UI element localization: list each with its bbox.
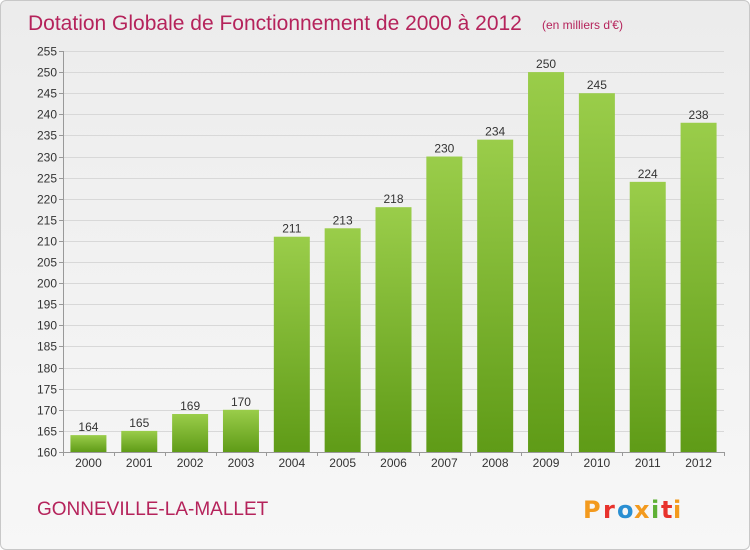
chart-unit-label: (en milliers d'€) <box>542 18 623 32</box>
bar-value-label: 211 <box>282 222 301 236</box>
x-tick-label: 2001 <box>126 456 153 470</box>
bar-2004 <box>273 236 310 452</box>
y-tick-label: 225 <box>37 172 57 186</box>
y-tick-label: 185 <box>37 340 57 354</box>
bar-2010 <box>578 93 615 453</box>
y-tick-label: 255 <box>37 45 57 59</box>
y-tick-label: 195 <box>37 298 57 312</box>
bar-value-label: 245 <box>587 78 607 92</box>
bar-value-label: 170 <box>231 395 251 409</box>
x-tick-label: 2007 <box>431 456 458 470</box>
y-tick-label: 180 <box>37 362 57 376</box>
logo-letter: i <box>651 496 659 524</box>
bar-2008 <box>477 139 514 453</box>
y-tick-label: 165 <box>37 425 57 439</box>
bar-2007 <box>426 156 463 453</box>
x-tick-label: 2003 <box>228 456 255 470</box>
bar-value-label: 169 <box>180 399 200 413</box>
bar-2005 <box>324 228 361 452</box>
chart-title: Dotation Globale de Fonctionnement de 20… <box>28 12 522 35</box>
y-tick-label: 230 <box>37 151 57 165</box>
x-tick-label: 2000 <box>75 456 102 470</box>
x-tick-label: 2008 <box>482 456 509 470</box>
axes: 160 165 170 175 180 185 190 195 200 205 210 215 220 2… <box>37 45 725 470</box>
x-tick-label: 2012 <box>685 456 712 470</box>
logo-letter: t <box>661 496 672 524</box>
x-tick-label: 2009 <box>533 456 560 470</box>
y-tick-label: 205 <box>37 256 57 270</box>
bar-2011 <box>629 181 666 452</box>
bar-2012 <box>680 122 717 452</box>
y-tick-label: 215 <box>37 214 57 228</box>
y-tick-label: 200 <box>37 277 57 291</box>
y-tick-label: 220 <box>37 193 57 207</box>
y-tick-label: 210 <box>37 235 57 249</box>
bar-2002 <box>172 414 209 452</box>
logo-letter: r <box>603 496 615 524</box>
bar-2009 <box>528 72 565 453</box>
bar-2006 <box>375 207 412 452</box>
bars: 164 165 169 170 211 213 218 230 234 250 245 224 238 <box>70 57 717 453</box>
logo-letter: x <box>634 496 650 524</box>
x-tick-label: 2011 <box>635 456 661 470</box>
y-tick-label: 245 <box>37 87 57 101</box>
bar-value-label: 234 <box>485 125 505 139</box>
bar-value-label: 218 <box>383 192 403 206</box>
logo-letter: P <box>583 496 601 524</box>
y-tick-label: 235 <box>37 129 57 143</box>
x-tick-label: 2002 <box>177 456 204 470</box>
logo-letter: o <box>617 496 634 524</box>
bar-value-label: 238 <box>689 108 709 122</box>
y-tick-label: 170 <box>37 404 57 418</box>
bar-value-label: 250 <box>536 57 556 71</box>
bar-value-label: 165 <box>129 416 149 430</box>
x-tick-label: 2004 <box>278 456 305 470</box>
bar-2001 <box>121 430 158 452</box>
place-name: GONNEVILLE-LA-MALLET <box>37 499 269 520</box>
bar-2003 <box>222 409 259 452</box>
bar-value-label: 164 <box>78 420 98 434</box>
bar-value-label: 230 <box>434 142 454 156</box>
y-tick-label: 160 <box>37 446 57 460</box>
bar-2000 <box>70 435 107 452</box>
y-tick-label: 175 <box>37 383 57 397</box>
x-tick-label: 2005 <box>329 456 356 470</box>
y-tick-label: 190 <box>37 319 57 333</box>
bar-value-label: 224 <box>638 167 658 181</box>
y-tick-label: 250 <box>37 66 57 80</box>
logo-letter: i <box>673 496 681 524</box>
bar-value-label: 213 <box>333 213 353 227</box>
y-tick-label: 240 <box>37 108 57 122</box>
x-tick-label: 2006 <box>380 456 407 470</box>
x-tick-label: 2010 <box>584 456 611 470</box>
